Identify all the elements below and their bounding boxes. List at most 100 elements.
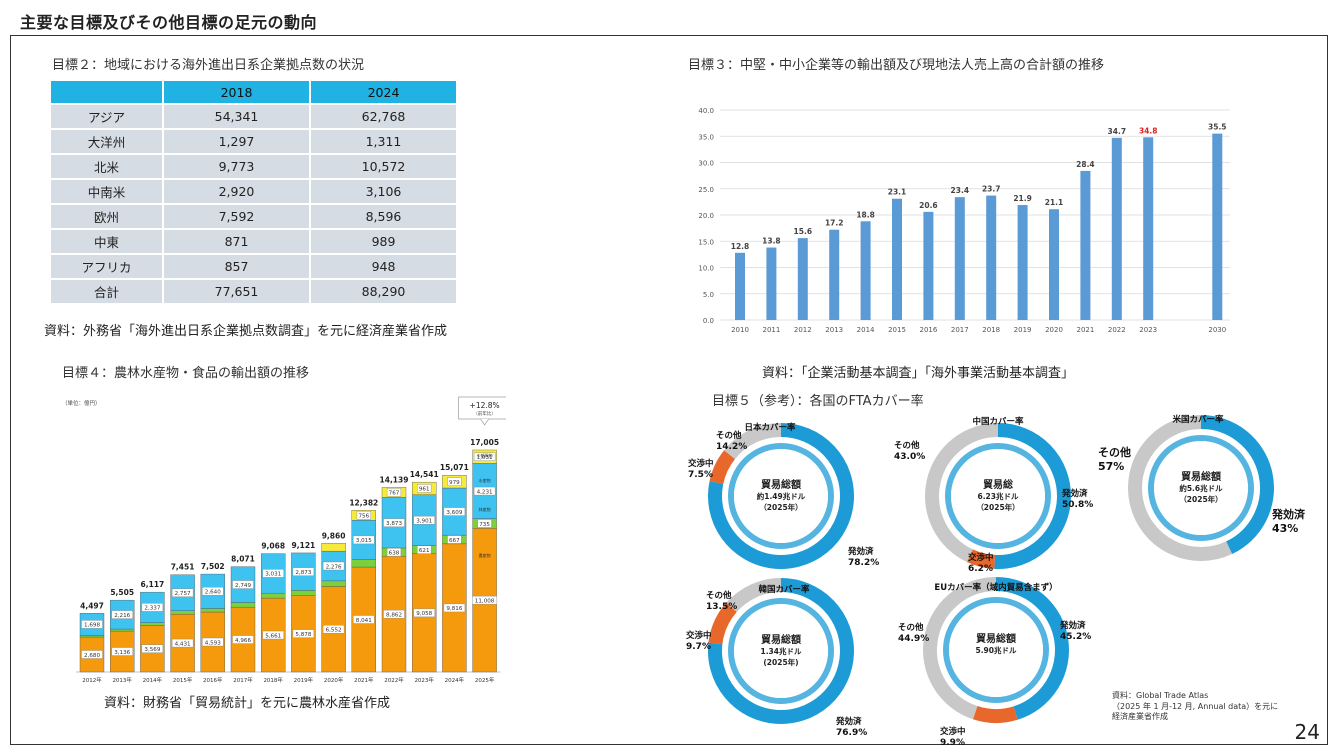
table-cell: 54,341	[164, 105, 311, 128]
donut-legend-value: 43%	[1272, 522, 1298, 535]
segment-label-box	[171, 588, 194, 597]
bar	[860, 221, 871, 320]
bar-value-label: 20.6	[919, 201, 938, 210]
donut-legend-value: 43.0%	[894, 452, 925, 462]
donut-hole	[734, 449, 828, 543]
x-tick-label: 2017	[951, 326, 969, 334]
x-tick-label: 2022	[1108, 326, 1126, 334]
stack-segment	[110, 628, 135, 632]
total-label: 7,451	[171, 563, 195, 572]
segment-label: 2,337	[144, 606, 160, 612]
segment-label-box	[473, 452, 496, 461]
x-tick-label: 2024年	[445, 676, 465, 684]
row-header: アジア	[51, 105, 164, 128]
segment-label-box	[353, 535, 375, 545]
donut-legend-label: 発効済	[847, 546, 874, 557]
donut-legend-value: 57%	[1098, 460, 1124, 473]
table-row: 北米 9,773 10,572	[51, 155, 458, 178]
donut-hole	[1154, 441, 1248, 535]
donut-title: EUカバー率（域内貿易含まず）	[934, 582, 1057, 593]
segment-label: 2,873	[295, 570, 311, 576]
y-tick-label: 15.0	[698, 238, 714, 246]
bar-value-label: 34.8	[1139, 126, 1158, 135]
donut-legend-value: 78.2%	[848, 558, 879, 568]
x-tick-label: 2012年	[82, 676, 102, 684]
segment-label-box	[202, 637, 224, 647]
page-number: 24	[1294, 720, 1320, 744]
bar	[766, 247, 777, 320]
segment-label-box	[141, 603, 164, 612]
x-tick-label: 2012	[794, 326, 812, 334]
segment-label: 3,569	[144, 647, 160, 653]
bar	[829, 229, 840, 320]
table-cell: 77,651	[164, 280, 311, 303]
row-header: 大洋州	[51, 130, 164, 153]
table-cell: 9,773	[164, 155, 311, 178]
goal5-source-line: 資料：Global Trade Atlas	[1112, 691, 1209, 700]
unit-label: （単位：億円）	[62, 399, 101, 407]
segment-label-box	[141, 644, 164, 653]
stack-segment	[260, 592, 286, 599]
donut-center-text: 6.23兆ドル	[977, 491, 1019, 501]
donut-center-text: (2025年)	[763, 657, 798, 667]
table-cell: 8,596	[311, 205, 458, 228]
bar	[797, 238, 808, 320]
bar-value-label: 34.7	[1108, 127, 1127, 136]
donut-legend-label: 交渉中	[940, 726, 966, 737]
segment-label: 979	[449, 480, 460, 486]
segment-label: 5,878	[295, 632, 311, 638]
donut-legend-value: 13.5%	[706, 602, 737, 612]
donut-segment	[1200, 415, 1274, 555]
segment-label-box	[356, 511, 371, 520]
segment-label-box	[447, 477, 462, 486]
segment-label-box	[111, 647, 133, 656]
donut-title: 米国カバー率	[1172, 414, 1224, 425]
bar-value-label: 18.8	[856, 210, 875, 219]
segment-name-label: 少額貨物	[477, 452, 493, 458]
donut-legend-label: その他	[716, 430, 742, 441]
bar-value-label: 21.9	[1013, 194, 1032, 203]
table-cell: 7,592	[164, 205, 311, 228]
table-header-cell	[51, 81, 164, 103]
y-tick-label: 30.0	[698, 160, 714, 168]
segment-label: 2,276	[326, 564, 342, 570]
segment-label: 3,015	[356, 538, 372, 544]
row-header: 中南米	[51, 180, 164, 203]
segment-label: 2,757	[175, 591, 191, 597]
donut-legend-value: 50.8%	[1062, 500, 1093, 510]
stack-segment	[170, 610, 195, 615]
table-header-cell: 2024	[311, 81, 458, 103]
total-label: 14,541	[410, 470, 439, 479]
x-tick-label: 2021年	[354, 676, 374, 684]
donut-segment	[995, 577, 1069, 720]
bar-value-label: 28.4	[1076, 160, 1095, 169]
segment-label: 667	[449, 538, 460, 544]
donut-segment	[708, 423, 854, 569]
y-tick-label: 10.0	[698, 265, 714, 273]
segment-label-box	[353, 615, 375, 624]
inner-ring	[945, 443, 1051, 549]
x-tick-label: 2020年	[324, 676, 344, 684]
segment-label: 2,216	[114, 613, 130, 619]
donut-legend-label: その他	[1098, 445, 1131, 459]
x-tick-label: 2023	[1139, 326, 1157, 334]
segment-label: 2,680	[84, 653, 100, 659]
x-tick-label: 2018	[982, 326, 1000, 334]
goal5-source-line: （2025 年 1 月-12 月, Annual data）を元に	[1112, 701, 1279, 711]
donut-center-text: 貿易総額	[1181, 470, 1221, 483]
table-cell: 2,920	[164, 180, 311, 203]
table-cell: 88,290	[311, 280, 458, 303]
segment-label-box	[413, 515, 435, 525]
donut-center-text: 貿易総額	[761, 633, 801, 646]
segment-label-box	[443, 507, 466, 516]
donut-legend-label: その他	[898, 622, 924, 633]
goal3-source: 資料：「企業活動基本調査」「海外事業活動基本調査」	[762, 366, 1075, 381]
total-label: 5,505	[110, 588, 134, 597]
segment-label-box	[477, 519, 492, 528]
segment-label-box	[202, 587, 224, 596]
donut-center-text: 約5.6兆ドル	[1179, 483, 1223, 493]
x-tick-label: 2011	[762, 326, 780, 334]
bar-value-label: 12.8	[731, 242, 750, 251]
donut-legend-label: 交渉中	[686, 630, 712, 641]
segment-label: 3,609	[446, 510, 462, 516]
